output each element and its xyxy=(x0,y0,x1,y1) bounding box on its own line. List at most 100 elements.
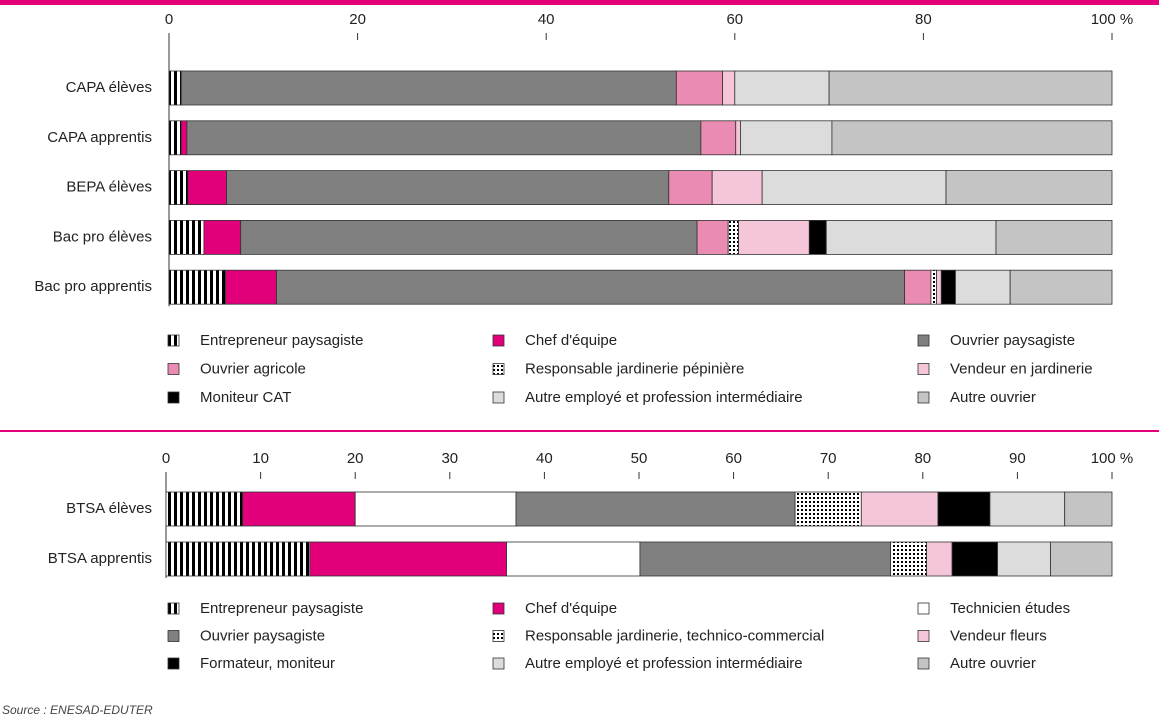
legend-label: Chef d'équipe xyxy=(525,332,617,349)
x-tick-label: 0 xyxy=(162,450,170,467)
legend-swatch xyxy=(492,334,505,347)
bar-segment xyxy=(740,120,833,156)
bar-segment xyxy=(168,120,182,156)
bar-segment xyxy=(940,269,956,305)
legend-label: Ouvrier paysagiste xyxy=(950,332,1075,349)
bar-segment xyxy=(180,70,677,106)
bar-segment xyxy=(794,491,862,527)
bar-segment xyxy=(936,269,942,305)
legend-label: Formateur, moniteur xyxy=(200,655,335,672)
y-tick-label: Bac pro apprentis xyxy=(34,278,152,295)
x-tick-label: 30 xyxy=(441,450,458,467)
x-tick-label: 70 xyxy=(820,450,837,467)
bar-segment xyxy=(309,541,507,577)
legend-label: Vendeur en jardinerie xyxy=(950,360,1093,377)
bar-segment xyxy=(997,541,1051,577)
y-tick-label: Bac pro élèves xyxy=(53,228,152,245)
bar-segment xyxy=(225,269,277,305)
y-tick-label: CAPA élèves xyxy=(66,79,152,96)
bar-segment xyxy=(926,541,953,577)
bar-segment xyxy=(700,120,737,156)
x-tick-label: 50 xyxy=(631,450,648,467)
y-tick-label: BTSA apprentis xyxy=(48,550,152,567)
legend-swatch xyxy=(492,602,505,615)
y-tick-label: BTSA élèves xyxy=(66,500,152,517)
bar-segment xyxy=(168,70,182,106)
bar-segment xyxy=(937,491,991,527)
x-tick-label: 40 xyxy=(536,450,553,467)
bar-segment xyxy=(904,269,932,305)
bar-segment xyxy=(711,170,763,206)
legend-swatch xyxy=(167,602,180,615)
legend-label: Autre ouvrier xyxy=(950,389,1036,406)
legend-label: Autre ouvrier xyxy=(950,655,1036,672)
legend-swatch xyxy=(492,363,505,375)
separator xyxy=(0,430,1159,432)
bar-segment xyxy=(276,269,905,305)
bar-segment xyxy=(808,219,827,255)
legend-swatch xyxy=(917,602,930,615)
legend-label: Responsable jardinerie pépinière xyxy=(525,360,744,377)
bar-segment xyxy=(890,541,927,577)
y-tick-label: CAPA apprentis xyxy=(47,129,152,146)
legend-swatch xyxy=(492,391,505,404)
legend-label: Moniteur CAT xyxy=(200,389,291,406)
x-tick-label: 100 % xyxy=(1091,11,1134,28)
bar-segment xyxy=(1064,491,1113,527)
bar-segment xyxy=(186,120,702,156)
legend-swatch xyxy=(167,657,180,670)
bar-segment xyxy=(168,219,205,255)
legend-label: Autre employé et profession intermédiair… xyxy=(525,389,803,406)
bar-segment xyxy=(735,120,741,156)
x-tick-label: 40 xyxy=(538,11,555,28)
x-tick-label: 0 xyxy=(165,11,173,28)
bar-segment xyxy=(945,170,1113,206)
bar-segment xyxy=(989,491,1066,527)
bar-segment xyxy=(860,491,939,527)
x-tick-label: 60 xyxy=(725,450,742,467)
legend-label: Responsable jardinerie, technico-commerc… xyxy=(525,627,824,644)
x-tick-label: 90 xyxy=(1009,450,1026,467)
bar-segment xyxy=(696,219,729,255)
bar-segment xyxy=(738,219,810,255)
bar-segment xyxy=(675,70,723,106)
bar-segment xyxy=(1050,541,1113,577)
legend-label: Ouvrier paysagiste xyxy=(200,627,325,644)
bar-segment xyxy=(515,491,796,527)
legend-swatch xyxy=(917,363,930,375)
x-tick-label: 100 % xyxy=(1091,450,1134,467)
bar-segment xyxy=(734,70,830,106)
x-tick-label: 10 xyxy=(252,450,269,467)
bar-segment xyxy=(930,269,938,305)
legend-swatch xyxy=(167,334,180,347)
bar-segment xyxy=(165,541,311,577)
legend-swatch xyxy=(167,630,180,642)
bar-segment xyxy=(955,269,1011,305)
legend-label: Chef d'équipe xyxy=(525,600,617,617)
legend-label: Ouvrier agricole xyxy=(200,360,306,377)
bar-segment xyxy=(242,491,356,527)
bar-segment xyxy=(825,219,997,255)
bar-segment xyxy=(180,120,188,156)
x-tick-label: 20 xyxy=(349,11,366,28)
legend-label: Autre employé et profession intermédiair… xyxy=(525,655,803,672)
legend-swatch xyxy=(167,363,180,375)
bar-segment xyxy=(168,170,189,206)
bar-segment xyxy=(506,541,641,577)
bar-segment xyxy=(1009,269,1113,305)
legend-swatch xyxy=(917,334,930,347)
bar-segment xyxy=(168,269,226,305)
bar-segment xyxy=(354,491,517,527)
legend-label: Entrepreneur paysagiste xyxy=(200,332,363,349)
legend-swatch xyxy=(492,657,505,670)
legend-swatch xyxy=(167,391,180,404)
x-tick-label: 80 xyxy=(915,11,932,28)
top-rule xyxy=(0,0,1159,5)
legend-label: Technicien études xyxy=(950,600,1070,617)
bar-segment xyxy=(727,219,739,255)
bar-segment xyxy=(761,170,947,206)
bar-segment xyxy=(187,170,227,206)
bar-segment xyxy=(668,170,713,206)
bar-segment xyxy=(995,219,1113,255)
